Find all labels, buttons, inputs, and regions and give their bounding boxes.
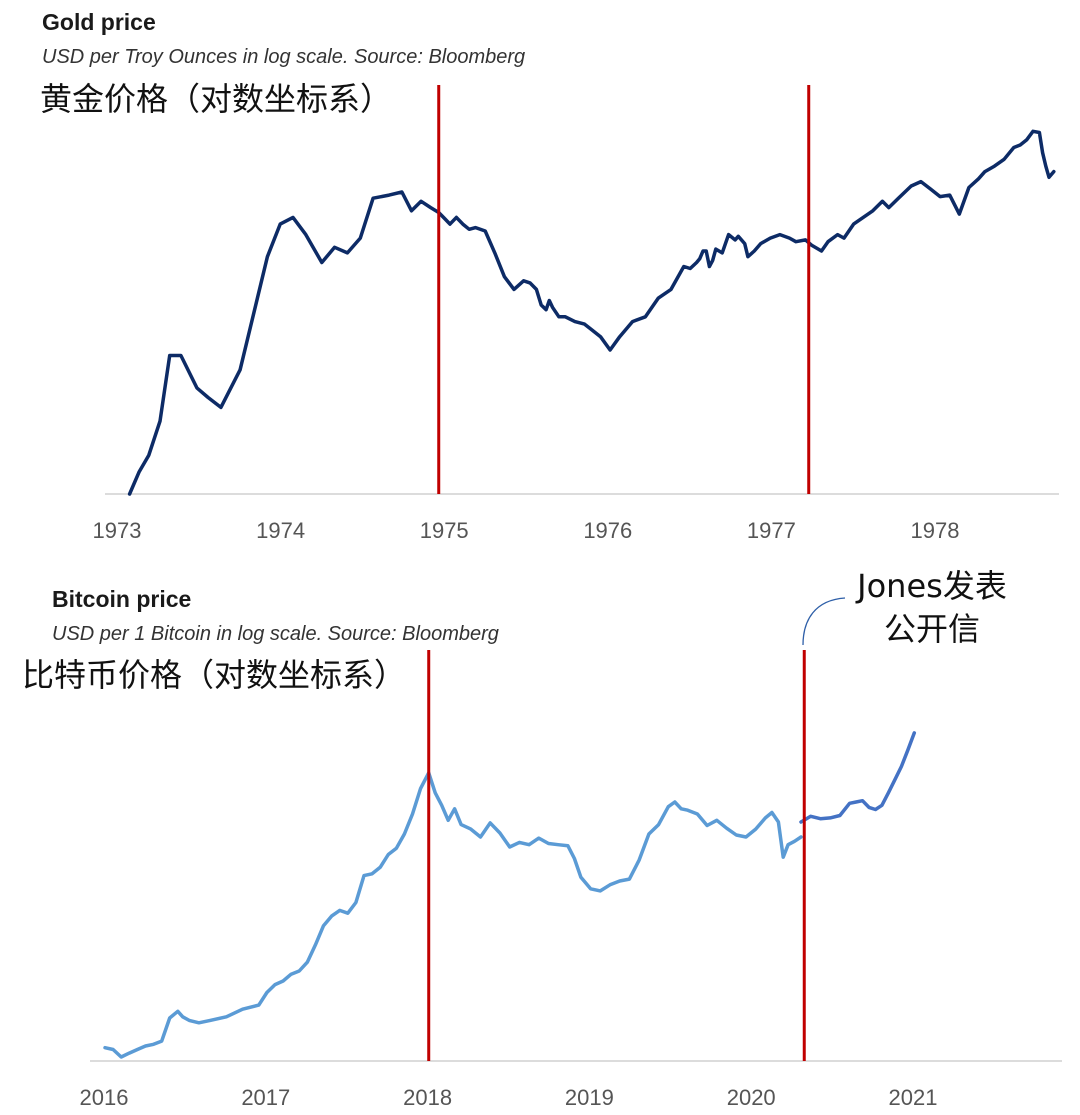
bitcoin-price-line-1: [799, 731, 917, 824]
gold-chart-subtitle: USD per Troy Ounces in log scale. Source…: [42, 46, 525, 68]
bitcoin-x-tick-label: 2016: [80, 1085, 129, 1110]
gold-x-tick-label: 1974: [256, 518, 305, 543]
bitcoin-plot-area: 2016 2017 2018 2019 2020 2021: [80, 650, 1062, 1110]
gold-chart-title: Gold price: [42, 9, 156, 35]
bitcoin-x-tick-label: 2017: [241, 1085, 290, 1110]
callout-text-line2: 公开信: [884, 610, 980, 648]
gold-x-tick-label: 1975: [420, 518, 469, 543]
callout-text-line1: Jones发表: [855, 567, 1007, 605]
bitcoin-chart-title: Bitcoin price: [52, 586, 191, 612]
gold-x-tick-label: 1977: [747, 518, 796, 543]
bitcoin-x-tick-label: 2020: [727, 1085, 776, 1110]
bitcoin-x-tick-label: 2021: [889, 1085, 938, 1110]
gold-x-tick-label: 1978: [911, 518, 960, 543]
bitcoin-x-tick-label: 2019: [565, 1085, 614, 1110]
bitcoin-chart-annotation: 比特币价格（对数坐标系）: [22, 656, 406, 694]
gold-x-tick-label: 1976: [583, 518, 632, 543]
bitcoin-x-tick-label: 2018: [403, 1085, 452, 1110]
gold-price-line-0: [127, 129, 1056, 496]
gold-x-tick-label: 1973: [93, 518, 142, 543]
callout-connector: [802, 597, 846, 646]
bitcoin-chart-subtitle: USD per 1 Bitcoin in log scale. Source: …: [52, 623, 499, 645]
bitcoin-price-line-0: [103, 771, 803, 1059]
gold-plot-area: 1973 1974 1975 1976 1977 1978: [93, 85, 1059, 543]
gold-chart-annotation: 黄金价格（对数坐标系）: [40, 80, 392, 118]
